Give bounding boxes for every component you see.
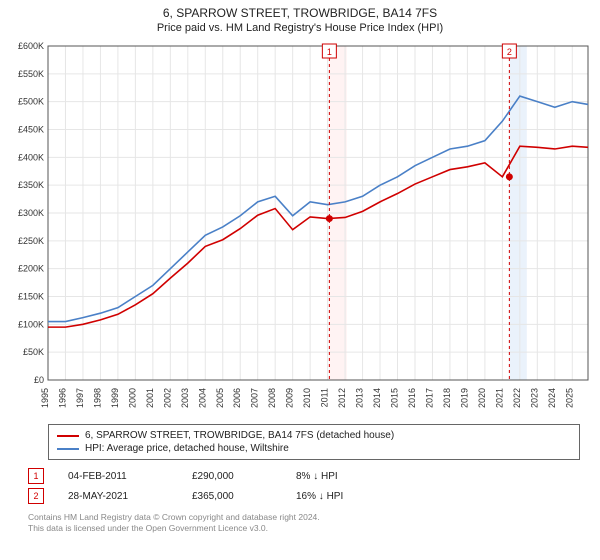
legend-swatch <box>57 448 79 450</box>
svg-text:2000: 2000 <box>127 388 137 408</box>
sale-date: 28-MAY-2021 <box>68 491 168 502</box>
sale-row: 2 28-MAY-2021 £365,000 16% ↓ HPI <box>28 486 580 506</box>
svg-text:1999: 1999 <box>110 388 120 408</box>
svg-text:£450K: £450K <box>18 125 44 135</box>
legend-label: 6, SPARROW STREET, TROWBRIDGE, BA14 7FS … <box>85 430 394 441</box>
svg-text:2012: 2012 <box>337 388 347 408</box>
svg-text:1995: 1995 <box>40 388 50 408</box>
chart-container: 6, SPARROW STREET, TROWBRIDGE, BA14 7FS … <box>0 0 600 560</box>
svg-text:2018: 2018 <box>442 388 452 408</box>
svg-text:2020: 2020 <box>477 388 487 408</box>
svg-text:£350K: £350K <box>18 180 44 190</box>
svg-text:2019: 2019 <box>459 388 469 408</box>
svg-text:£50K: £50K <box>23 347 44 357</box>
legend-item: HPI: Average price, detached house, Wilt… <box>57 442 571 455</box>
svg-text:£500K: £500K <box>18 97 44 107</box>
svg-text:1: 1 <box>327 47 332 57</box>
svg-text:2024: 2024 <box>547 388 557 408</box>
svg-text:1997: 1997 <box>75 388 85 408</box>
svg-text:2006: 2006 <box>232 388 242 408</box>
footer-line: Contains HM Land Registry data © Crown c… <box>28 512 580 523</box>
svg-text:£100K: £100K <box>18 319 44 329</box>
svg-text:2002: 2002 <box>162 388 172 408</box>
svg-text:2007: 2007 <box>250 388 260 408</box>
svg-text:2016: 2016 <box>407 388 417 408</box>
svg-text:2025: 2025 <box>564 388 574 408</box>
svg-text:2021: 2021 <box>494 388 504 408</box>
sale-vs-hpi: 16% ↓ HPI <box>296 491 396 502</box>
svg-text:2003: 2003 <box>180 388 190 408</box>
svg-text:2001: 2001 <box>145 388 155 408</box>
svg-text:2008: 2008 <box>267 388 277 408</box>
svg-text:2022: 2022 <box>512 388 522 408</box>
svg-text:£300K: £300K <box>18 208 44 218</box>
legend-label: HPI: Average price, detached house, Wilt… <box>85 443 289 454</box>
svg-text:2011: 2011 <box>320 388 330 407</box>
svg-text:£200K: £200K <box>18 264 44 274</box>
svg-text:1996: 1996 <box>57 388 67 408</box>
svg-text:£250K: £250K <box>18 236 44 246</box>
svg-text:2015: 2015 <box>390 388 400 408</box>
svg-text:2023: 2023 <box>529 388 539 408</box>
sale-price: £365,000 <box>192 491 272 502</box>
chart-subtitle: Price paid vs. HM Land Registry's House … <box>0 20 600 38</box>
svg-text:2013: 2013 <box>355 388 365 408</box>
chart-title: 6, SPARROW STREET, TROWBRIDGE, BA14 7FS <box>0 0 600 20</box>
chart-area: £0 £50K £100K £150K £200K £250K £300K £350K £400… <box>0 38 600 418</box>
attribution-footer: Contains HM Land Registry data © Crown c… <box>28 512 580 534</box>
svg-text:£0: £0 <box>34 375 44 385</box>
svg-text:2010: 2010 <box>302 388 312 408</box>
sales-table: 1 04-FEB-2011 £290,000 8% ↓ HPI 2 28-MAY… <box>28 466 580 506</box>
svg-text:2: 2 <box>507 47 512 57</box>
svg-text:£150K: £150K <box>18 292 44 302</box>
sale-index-badge: 2 <box>28 488 44 504</box>
svg-text:2004: 2004 <box>197 388 207 408</box>
sale-vs-hpi: 8% ↓ HPI <box>296 471 396 482</box>
price-chart: £0 £50K £100K £150K £200K £250K £300K £350K £400… <box>0 38 600 418</box>
svg-text:£550K: £550K <box>18 69 44 79</box>
svg-text:2014: 2014 <box>372 388 382 408</box>
svg-text:2009: 2009 <box>285 388 295 408</box>
footer-line: This data is licensed under the Open Gov… <box>28 523 580 534</box>
svg-text:2005: 2005 <box>215 388 225 408</box>
sale-index-badge: 1 <box>28 468 44 484</box>
legend-swatch <box>57 435 79 437</box>
sale-date: 04-FEB-2011 <box>68 471 168 482</box>
sale-price: £290,000 <box>192 471 272 482</box>
legend: 6, SPARROW STREET, TROWBRIDGE, BA14 7FS … <box>48 424 580 460</box>
svg-text:1998: 1998 <box>92 388 102 408</box>
svg-text:£400K: £400K <box>18 152 44 162</box>
svg-text:2017: 2017 <box>424 388 434 408</box>
legend-item: 6, SPARROW STREET, TROWBRIDGE, BA14 7FS … <box>57 429 571 442</box>
svg-text:£600K: £600K <box>18 41 44 51</box>
sale-row: 1 04-FEB-2011 £290,000 8% ↓ HPI <box>28 466 580 486</box>
